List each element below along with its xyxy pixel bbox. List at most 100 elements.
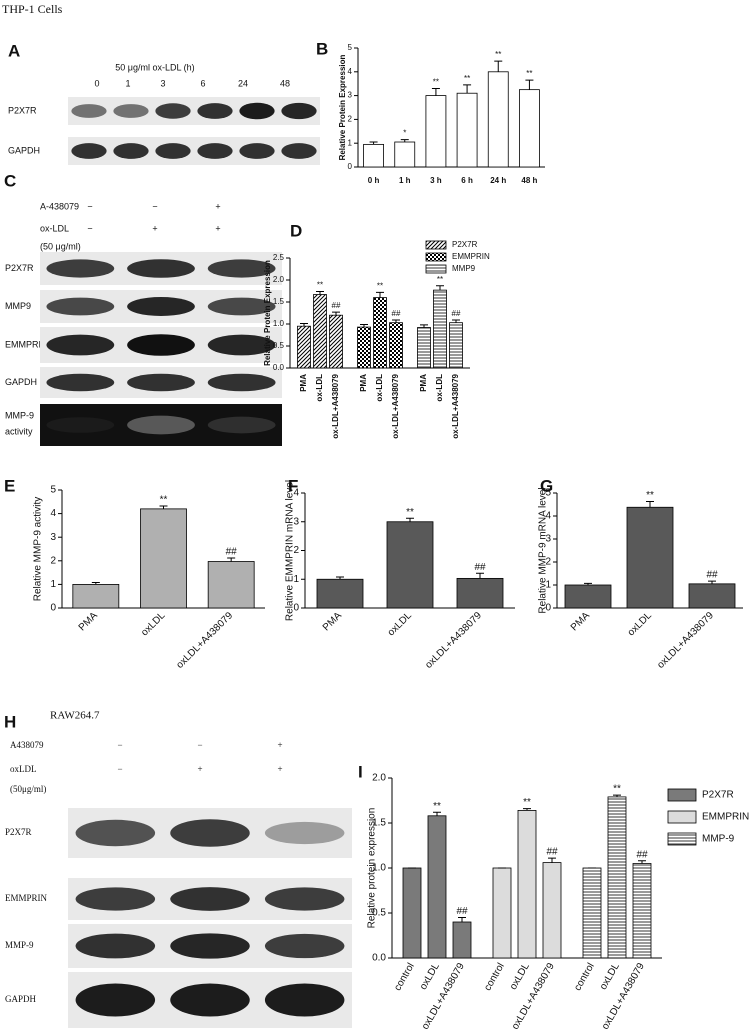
row-label: MMP9 bbox=[5, 301, 31, 311]
blot-band bbox=[264, 933, 345, 959]
y-tick-label: 0 bbox=[293, 603, 299, 614]
blot-band bbox=[207, 416, 276, 434]
x-tick-label: ox-LDL bbox=[435, 374, 444, 402]
error-bar bbox=[392, 319, 400, 323]
bar bbox=[402, 867, 422, 959]
y-tick-label: 0 bbox=[50, 603, 56, 614]
bar bbox=[487, 71, 509, 168]
bar bbox=[425, 95, 447, 168]
blot-band bbox=[127, 373, 195, 392]
panel-letter: H bbox=[4, 712, 16, 731]
annotation: ** bbox=[495, 50, 501, 59]
x-tick-label: 6 h bbox=[461, 176, 473, 185]
row-label: P2X7R bbox=[8, 105, 37, 115]
error-bar bbox=[336, 576, 344, 580]
dose-label: (50 μg/ml) bbox=[40, 241, 81, 251]
panel-letter: E bbox=[4, 476, 15, 495]
error-bar bbox=[452, 319, 460, 323]
annotation: ** bbox=[433, 801, 441, 812]
x-tick-label: 3 h bbox=[430, 176, 442, 185]
row-label: EMMPRIN bbox=[5, 339, 48, 349]
y-tick-label: 4 bbox=[293, 488, 299, 499]
y-tick-label: 5 bbox=[545, 488, 551, 499]
y-tick-label: 3 bbox=[50, 532, 56, 543]
y-axis-label: Relative EMMPRIN mRNA level bbox=[285, 480, 296, 621]
panel-letter: I bbox=[358, 762, 363, 781]
y-tick-label: 0.0 bbox=[273, 363, 285, 372]
y-tick-label: 2 bbox=[50, 555, 56, 566]
bar bbox=[492, 867, 512, 959]
bar bbox=[519, 89, 540, 168]
blot-band bbox=[207, 259, 276, 278]
x-tick-label: PMA bbox=[77, 610, 100, 633]
blot-band bbox=[75, 819, 156, 847]
panel-letter: D bbox=[290, 221, 302, 240]
x-tick-label: 1 h bbox=[399, 176, 411, 185]
annotation: ## bbox=[706, 570, 718, 581]
lane-label: 3 bbox=[160, 78, 165, 88]
bar bbox=[456, 92, 478, 168]
lane-label: 0 bbox=[94, 78, 99, 88]
legend-swatch bbox=[425, 252, 447, 262]
blot-band bbox=[207, 373, 276, 392]
error-bar bbox=[420, 324, 428, 328]
blot-band bbox=[71, 104, 107, 118]
error-bar bbox=[646, 501, 654, 508]
blot-band bbox=[207, 297, 276, 316]
x-tick-label: 0 h bbox=[368, 176, 380, 185]
bar bbox=[433, 289, 447, 369]
error-bar bbox=[613, 794, 621, 797]
y-tick-label: 0.5 bbox=[372, 908, 386, 919]
blot-band bbox=[170, 933, 250, 959]
row-label: P2X7R bbox=[5, 827, 32, 837]
bar bbox=[389, 322, 403, 369]
annotation: ** bbox=[377, 281, 383, 290]
treatment-sign: − bbox=[87, 201, 92, 211]
annotation: ** bbox=[433, 78, 439, 87]
row-label: MMP-9 bbox=[5, 410, 34, 420]
blot-background bbox=[68, 137, 320, 165]
error-bar bbox=[91, 582, 100, 585]
error-bar bbox=[400, 139, 409, 143]
error-bar bbox=[406, 517, 414, 522]
treatment-sign: + bbox=[152, 223, 157, 233]
y-tick-label: 0.5 bbox=[273, 341, 285, 350]
y-axis-label: Relative MMP-9 mRNA level bbox=[538, 487, 549, 613]
blot-band bbox=[264, 887, 345, 911]
blot-band bbox=[170, 887, 250, 911]
error-bar bbox=[431, 87, 440, 96]
bar bbox=[452, 921, 472, 959]
y-tick-label: 5 bbox=[348, 43, 353, 52]
blot-band bbox=[46, 259, 115, 278]
y-tick-label: 4 bbox=[50, 508, 56, 519]
annotation: * bbox=[403, 129, 406, 138]
blot-band bbox=[197, 143, 233, 159]
error-bar bbox=[525, 79, 534, 90]
blot-band bbox=[75, 887, 156, 911]
blot-band bbox=[264, 983, 345, 1017]
panel-letter: A bbox=[8, 41, 20, 60]
y-tick-label: 1.5 bbox=[273, 297, 285, 306]
y-tick-label: 1.0 bbox=[372, 863, 386, 874]
bar bbox=[386, 521, 434, 609]
x-tick-label: oxLDL bbox=[508, 961, 532, 992]
x-tick-label: control bbox=[572, 961, 597, 992]
row-label: GAPDH bbox=[8, 145, 40, 155]
panel-letter: F bbox=[288, 476, 298, 495]
error-bar bbox=[458, 917, 466, 922]
y-axis-label: Relative Protein Expression bbox=[263, 260, 272, 366]
x-tick-label: ox-LDL+A438079 bbox=[391, 373, 400, 438]
bar bbox=[357, 326, 371, 369]
x-tick-label: PMA bbox=[569, 610, 592, 633]
x-tick-label: oxLDL+A438079 bbox=[655, 610, 716, 671]
y-tick-label: 1 bbox=[545, 580, 551, 591]
x-tick-label: oxLDL+A438079 bbox=[174, 610, 235, 671]
y-tick-label: 2 bbox=[293, 545, 299, 556]
blot-band bbox=[127, 296, 195, 317]
row-label: activity bbox=[5, 426, 33, 436]
x-tick-label: 24 h bbox=[490, 176, 506, 185]
legend-swatch bbox=[425, 240, 447, 250]
bar bbox=[449, 322, 463, 369]
y-tick-label: 1 bbox=[293, 574, 299, 585]
bar bbox=[313, 294, 327, 369]
